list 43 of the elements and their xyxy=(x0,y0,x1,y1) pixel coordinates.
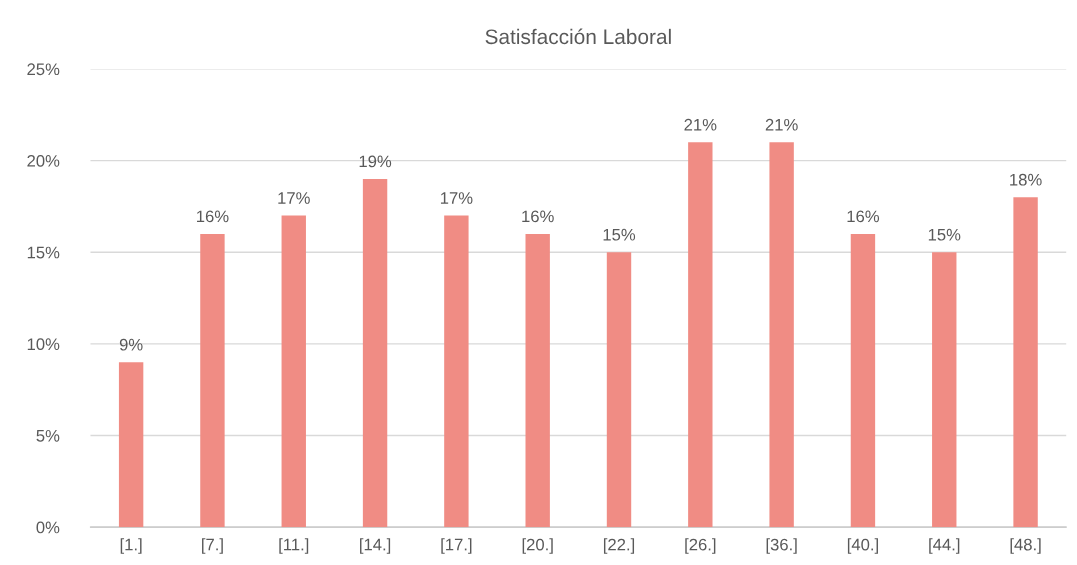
x-tick-label: [14.] xyxy=(360,538,391,554)
bar xyxy=(281,215,306,528)
data-label: 17% xyxy=(278,192,310,204)
data-label: 19% xyxy=(359,155,392,168)
data-label: 16% xyxy=(522,210,554,223)
bar xyxy=(769,142,794,528)
bar xyxy=(362,178,388,528)
y-tick-label: 25% xyxy=(27,63,60,76)
data-label: 16% xyxy=(847,210,880,223)
data-label: 16% xyxy=(197,210,229,223)
x-tick-label: [20.] xyxy=(522,538,553,554)
y-tick-label: 5% xyxy=(36,429,60,442)
x-tick-label: [48.] xyxy=(1010,538,1041,554)
data-label: 15% xyxy=(928,228,961,241)
data-label: 21% xyxy=(765,118,798,131)
bar xyxy=(118,362,144,528)
data-label: 15% xyxy=(603,228,636,241)
bar xyxy=(1013,197,1038,528)
x-tick-label: [7.] xyxy=(202,538,223,554)
bar xyxy=(200,233,225,528)
data-label: 17% xyxy=(440,192,473,204)
bar xyxy=(606,252,632,528)
chart-title: Satisfacción Laboral xyxy=(485,28,671,45)
bar xyxy=(850,233,876,528)
bar xyxy=(932,252,957,528)
data-label: 21% xyxy=(684,118,717,131)
y-tick-label: 0% xyxy=(36,521,60,534)
bar xyxy=(444,215,469,528)
x-tick-label: [36.] xyxy=(766,538,797,554)
bar xyxy=(688,142,713,528)
x-tick-label: [17.] xyxy=(441,538,472,554)
x-tick-label: [11.] xyxy=(279,538,309,554)
x-tick-label: [1.] xyxy=(120,538,142,554)
data-label: 9% xyxy=(119,338,143,351)
x-tick-label: [22.] xyxy=(603,538,635,554)
x-tick-label: [44.] xyxy=(929,538,960,554)
data-label: 18% xyxy=(1010,173,1042,186)
bar xyxy=(525,233,550,528)
y-tick-label: 10% xyxy=(27,338,60,351)
y-tick-label: 20% xyxy=(27,154,60,167)
x-tick-label: [26.] xyxy=(685,538,716,554)
y-tick-label: 15% xyxy=(27,246,60,259)
x-tick-label: [40.] xyxy=(847,538,878,554)
